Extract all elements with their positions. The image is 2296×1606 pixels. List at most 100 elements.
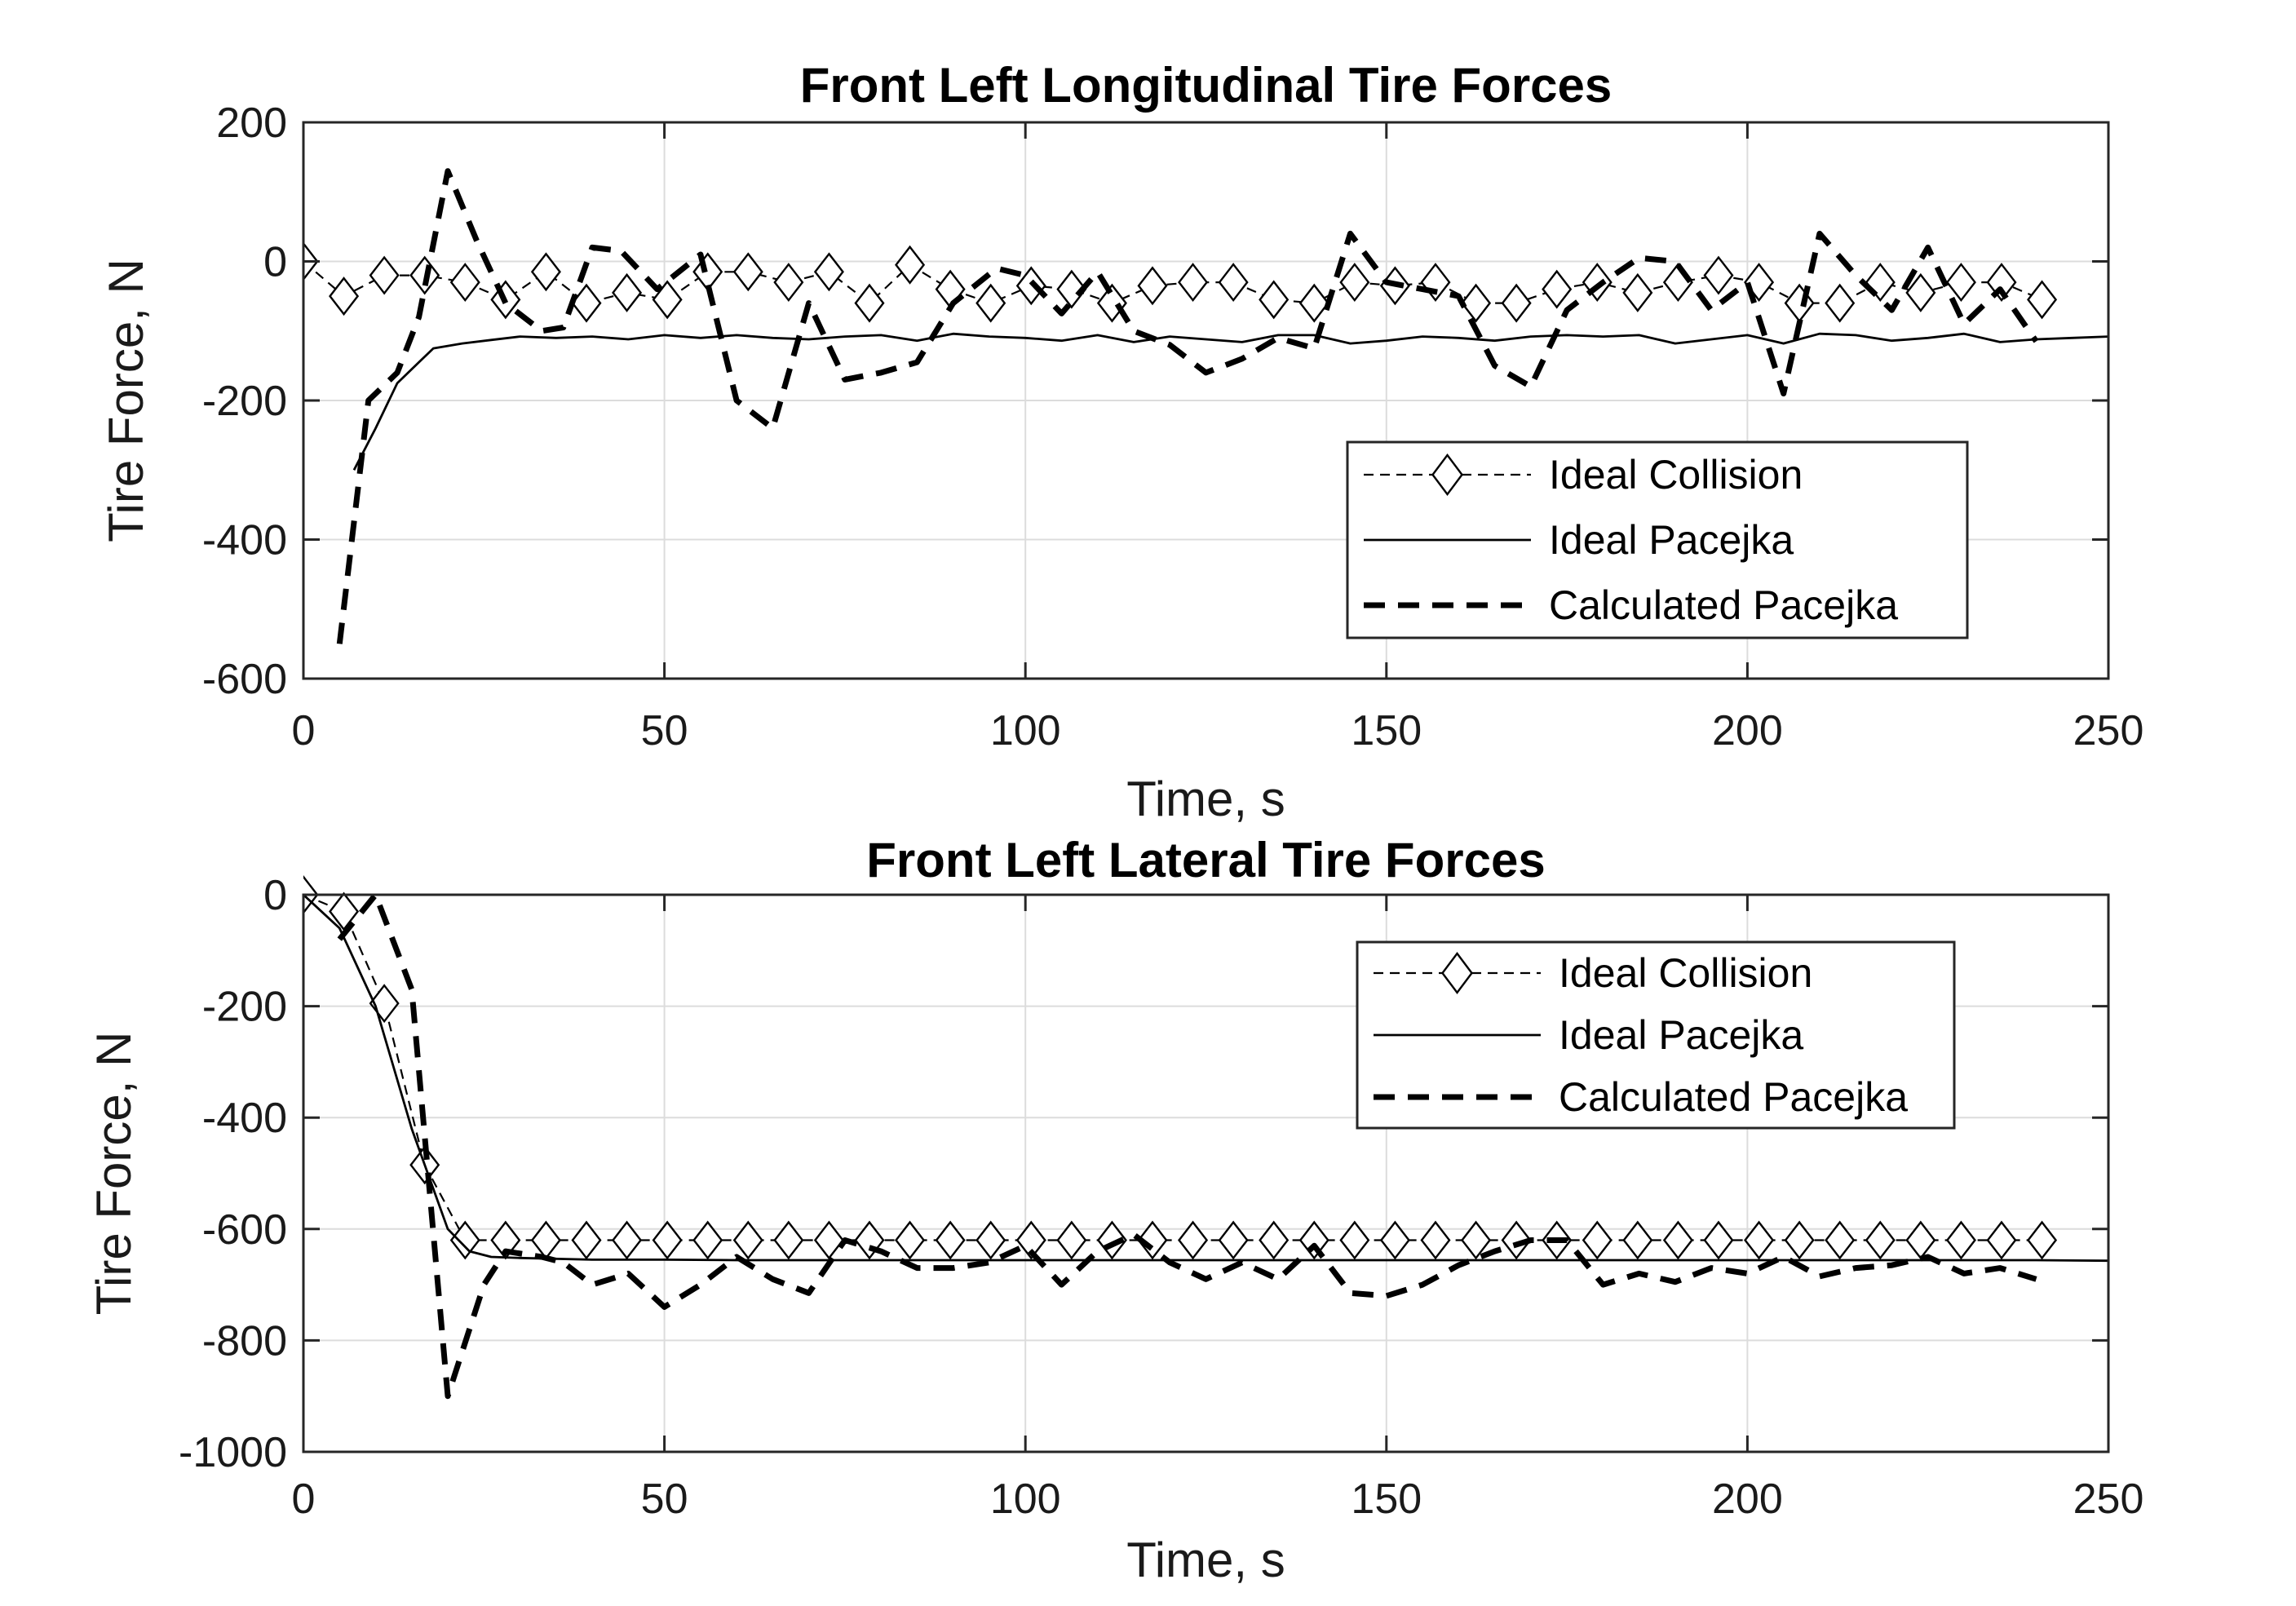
x-axis-label: Time, s — [1126, 1533, 1285, 1587]
x-tick-label: 0 — [292, 707, 316, 754]
y-tick-label: -600 — [202, 656, 287, 703]
data-point-marker — [813, 1220, 844, 1260]
data-point-marker — [975, 283, 1006, 323]
data-point-marker — [1015, 1220, 1046, 1260]
y-tick-label: 0 — [263, 872, 287, 919]
data-point-marker — [369, 984, 400, 1024]
series-line-calculated-pacejka — [336, 168, 2039, 644]
chart-longitudinal: 0 50 100 150 200 250 -600 -400 -200 0 200 Front Lef… — [99, 58, 2143, 826]
data-point-marker — [1218, 1220, 1249, 1260]
x-tick-label: 50 — [641, 707, 688, 754]
chart-title: Front Left Lateral Tire Forces — [866, 833, 1545, 887]
y-tick-label: -400 — [202, 1095, 287, 1142]
data-point-marker — [1461, 1220, 1492, 1260]
x-axis-label: Time, s — [1126, 772, 1285, 826]
x-tick-label: 50 — [641, 1475, 688, 1523]
data-point-marker — [329, 891, 360, 931]
data-point-marker — [1420, 263, 1451, 303]
data-point-marker — [449, 1220, 480, 1260]
series-group — [303, 875, 2108, 1400]
legend-marker — [1441, 952, 1473, 994]
data-point-marker — [1015, 266, 1046, 306]
data-point-marker — [1259, 280, 1290, 320]
data-point-marker — [1339, 263, 1370, 303]
y-tick-label: 0 — [263, 239, 287, 286]
legend-label: Calculated Pacejka — [1549, 582, 1898, 628]
x-tick-label: 150 — [1351, 707, 1422, 754]
y-axis-label: Tire Force, N — [99, 259, 153, 542]
legend-marker — [1431, 453, 1463, 496]
data-point-marker — [1056, 269, 1087, 309]
data-point-marker — [652, 280, 683, 320]
legend-label: Ideal Collision — [1549, 452, 1803, 498]
data-point-marker — [732, 1220, 763, 1260]
data-point-marker — [1339, 1220, 1370, 1260]
data-point-marker — [1662, 1220, 1693, 1260]
data-point-marker — [1622, 272, 1653, 312]
data-point-marker — [1703, 255, 1734, 295]
data-point-marker — [1945, 263, 1976, 303]
data-point-marker — [1096, 1220, 1127, 1260]
data-point-marker — [1865, 1220, 1896, 1260]
data-point-marker — [530, 252, 561, 292]
data-point-marker — [732, 252, 763, 292]
data-point-marker — [1825, 283, 1856, 323]
data-point-marker — [935, 1220, 966, 1260]
data-point-marker — [449, 263, 480, 303]
legend-label: Ideal Collision — [1559, 950, 1812, 996]
data-point-marker — [652, 1220, 683, 1260]
data-point-marker — [1137, 266, 1168, 306]
data-point-marker — [1461, 283, 1492, 323]
series-group — [303, 168, 2108, 644]
y-tick-label: -1000 — [179, 1429, 287, 1476]
data-point-marker — [854, 1220, 885, 1260]
data-point-marker — [2027, 1220, 2058, 1260]
data-point-marker — [1703, 1220, 1734, 1260]
data-point-marker — [975, 1220, 1006, 1260]
data-point-marker — [1744, 263, 1775, 303]
y-tick-label: -200 — [202, 378, 287, 425]
data-point-marker — [369, 255, 400, 295]
legend-label: Ideal Pacejka — [1559, 1012, 1803, 1058]
data-point-marker — [1298, 283, 1329, 323]
x-tick-label: 0 — [292, 1475, 316, 1523]
x-tick-label: 250 — [2073, 1475, 2144, 1523]
legend: Ideal Collision Ideal Pacejka Calculated P… — [1356, 940, 1956, 1130]
y-tick-label: -400 — [202, 517, 287, 564]
data-point-marker — [895, 245, 926, 285]
data-point-marker — [1218, 263, 1249, 303]
data-point-marker — [895, 1220, 926, 1260]
x-tick-label: 200 — [1712, 707, 1783, 754]
data-point-marker — [1178, 1220, 1209, 1260]
data-point-marker — [773, 263, 804, 303]
data-point-marker — [1420, 1220, 1451, 1260]
axes-frame — [302, 893, 2110, 1453]
y-tick-label: -600 — [202, 1206, 287, 1254]
y-tick-label: 200 — [216, 100, 287, 147]
legend-label: Ideal Pacejka — [1549, 517, 1794, 563]
data-point-marker — [1905, 272, 1936, 312]
series-line-ideal-pacejka — [352, 332, 2108, 471]
data-point-marker — [1582, 1220, 1613, 1260]
series-line-ideal-pacejka — [303, 893, 2108, 1263]
y-axis-label: Tire Force, N — [86, 1032, 141, 1316]
data-point-marker — [1501, 283, 1532, 323]
data-point-marker — [1986, 1220, 2017, 1260]
data-point-marker — [1784, 1220, 1815, 1260]
legend: Ideal Collision Ideal Pacejka Calculated P… — [1346, 440, 1969, 639]
data-point-marker — [1259, 1220, 1290, 1260]
chart-title: Front Left Longitudinal Tire Forces — [800, 58, 1613, 113]
y-tick-label: -800 — [202, 1317, 287, 1365]
x-tick-label: 250 — [2073, 707, 2144, 754]
data-point-marker — [1744, 1220, 1775, 1260]
x-tick-label: 200 — [1712, 1475, 1783, 1523]
x-tick-label: 100 — [990, 707, 1061, 754]
data-point-marker — [1501, 1220, 1532, 1260]
data-point-marker — [854, 283, 885, 323]
data-point-marker — [1056, 1220, 1087, 1260]
data-point-marker — [2027, 280, 2058, 320]
legend-label: Calculated Pacejka — [1559, 1074, 1908, 1120]
data-point-marker — [1178, 263, 1209, 303]
y-tick-label: -200 — [202, 984, 287, 1031]
